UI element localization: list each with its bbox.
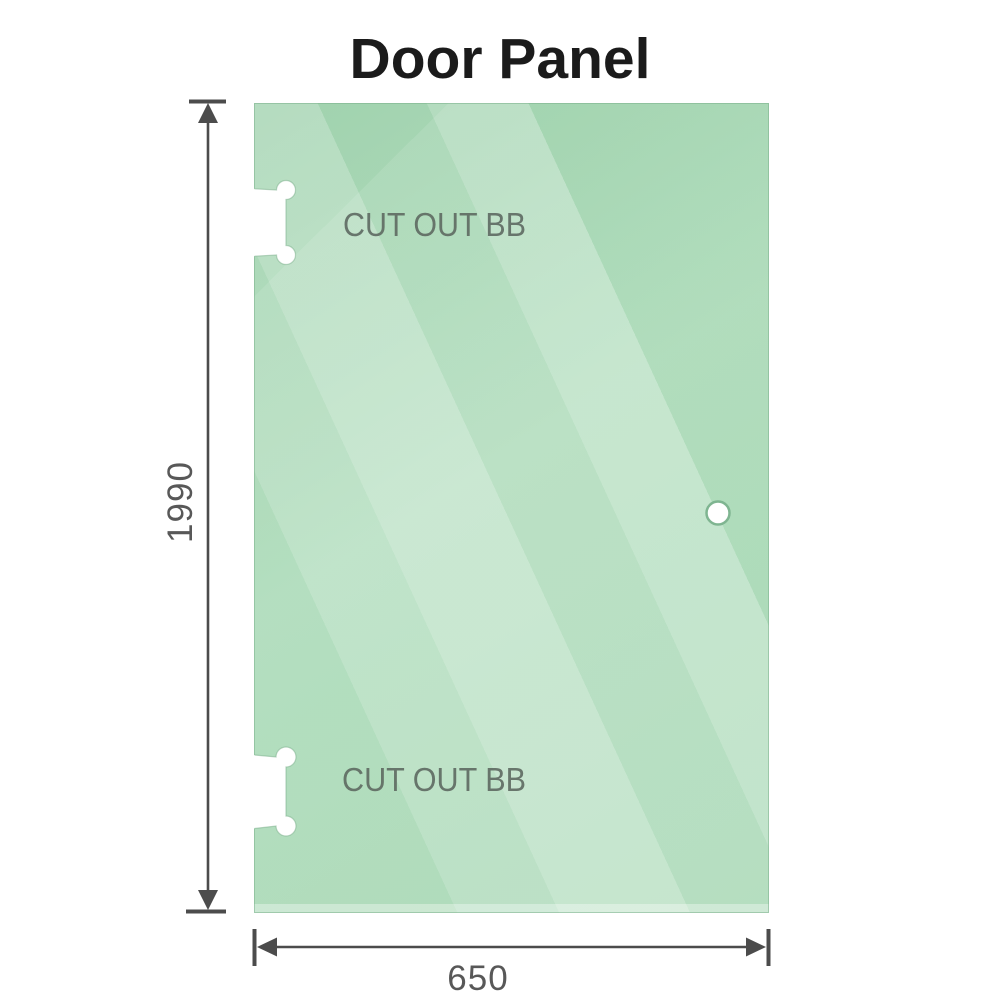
hinge-cutout-top-rim [254, 179, 297, 266]
glass-panel-border [254, 103, 769, 913]
hinge-cutout-bottom-shape [249, 747, 296, 836]
glass-panel [254, 103, 769, 913]
glass-corner-sheen [254, 103, 769, 913]
page-title: Door Panel [349, 27, 651, 91]
width-dimension-value: 650 [447, 959, 508, 998]
hinge-cutout-top-shape [249, 180, 296, 265]
glass-bottom-edge-highlight [254, 904, 769, 913]
cutout-label-bottom: CUT OUT BB [342, 761, 526, 798]
arrow-up-icon [198, 103, 218, 123]
arrow-right-icon [746, 937, 766, 957]
cutout-label-top: CUT OUT BB [343, 206, 526, 243]
arrow-down-icon [198, 890, 218, 910]
height-dimension [186, 99, 226, 914]
width-dimension [252, 929, 771, 966]
hinge-cutout-bottom-rim [254, 746, 297, 837]
handle-hole-icon [705, 500, 731, 526]
hinge-cutout-top [249, 179, 297, 266]
arrow-left-icon [257, 937, 277, 957]
hinge-cutout-bottom [249, 746, 297, 837]
height-dimension-value: 1990 [161, 461, 200, 543]
